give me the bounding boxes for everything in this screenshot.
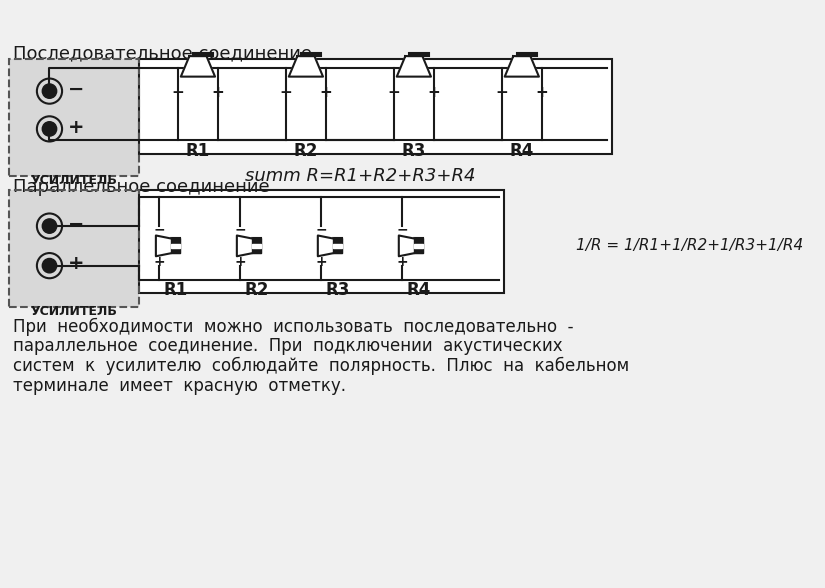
Text: терминале  имеет  красную  отметку.: терминале имеет красную отметку. (13, 377, 346, 395)
Bar (413, 239, 423, 253)
Polygon shape (181, 56, 215, 76)
Text: +: + (396, 255, 408, 269)
Text: summ R=R1+R2+R3+R4: summ R=R1+R2+R3+R4 (245, 167, 475, 185)
Text: −: − (280, 85, 293, 100)
Text: 1/R = 1/R1+1/R2+1/R3+1/R4: 1/R = 1/R1+1/R2+1/R3+1/R4 (576, 238, 803, 253)
Polygon shape (318, 235, 332, 256)
Text: При  необходимости  можно  использовать  последовательно  -: При необходимости можно использовать пос… (13, 318, 574, 336)
Text: УСИЛИТЕЛЬ: УСИЛИТЕЛЬ (31, 305, 118, 318)
Polygon shape (252, 243, 262, 248)
Circle shape (42, 259, 57, 273)
Text: R3: R3 (325, 282, 350, 299)
Text: R2: R2 (294, 142, 318, 160)
Circle shape (42, 219, 57, 233)
Text: −: − (234, 223, 246, 237)
Text: +: + (535, 85, 548, 100)
Polygon shape (171, 243, 180, 248)
Text: R3: R3 (402, 142, 426, 160)
Text: −: − (396, 223, 408, 237)
Text: −: − (68, 215, 84, 234)
Text: R4: R4 (406, 282, 431, 299)
Text: +: + (68, 255, 84, 273)
Polygon shape (171, 239, 180, 253)
FancyBboxPatch shape (9, 190, 139, 306)
Polygon shape (289, 56, 323, 76)
Circle shape (42, 122, 57, 136)
Text: +: + (68, 118, 84, 136)
Text: R1: R1 (186, 142, 210, 160)
Bar (516, 53, 537, 56)
Bar (408, 53, 429, 56)
Polygon shape (237, 235, 252, 256)
Bar (301, 53, 321, 56)
Text: R4: R4 (510, 142, 534, 160)
Polygon shape (413, 239, 423, 253)
Text: параллельное  соединение.  При  подключении  акустических: параллельное соединение. При подключении… (13, 337, 563, 355)
Polygon shape (413, 243, 423, 248)
Polygon shape (156, 235, 171, 256)
FancyBboxPatch shape (9, 59, 139, 176)
Text: +: + (153, 255, 165, 269)
Bar (171, 239, 180, 253)
Text: −: − (315, 223, 327, 237)
Text: −: − (496, 85, 508, 100)
Text: −: − (172, 85, 185, 100)
Text: −: − (153, 223, 165, 237)
Polygon shape (332, 239, 342, 253)
Text: УСИЛИТЕЛЬ: УСИЛИТЕЛЬ (31, 174, 118, 188)
FancyBboxPatch shape (139, 190, 504, 293)
Polygon shape (332, 243, 342, 248)
Text: R1: R1 (163, 282, 187, 299)
Text: Последовательное соединение: Последовательное соединение (13, 44, 313, 62)
Text: Параллельное соединение: Параллельное соединение (13, 178, 270, 196)
Text: R2: R2 (244, 282, 269, 299)
Text: −: − (68, 80, 84, 99)
Text: +: + (319, 85, 332, 100)
Text: −: − (388, 85, 400, 100)
Text: +: + (234, 255, 246, 269)
Bar (332, 239, 342, 253)
Text: систем  к  усилителю  соблюдайте  полярность.  Плюс  на  кабельном: систем к усилителю соблюдайте полярность… (13, 357, 629, 375)
Bar (252, 239, 262, 253)
Polygon shape (398, 235, 413, 256)
Polygon shape (505, 56, 539, 76)
Text: +: + (427, 85, 440, 100)
Circle shape (42, 84, 57, 98)
Text: +: + (211, 85, 224, 100)
Polygon shape (252, 239, 262, 253)
Text: +: + (315, 255, 327, 269)
Bar (193, 53, 214, 56)
Polygon shape (397, 56, 431, 76)
FancyBboxPatch shape (139, 59, 612, 153)
